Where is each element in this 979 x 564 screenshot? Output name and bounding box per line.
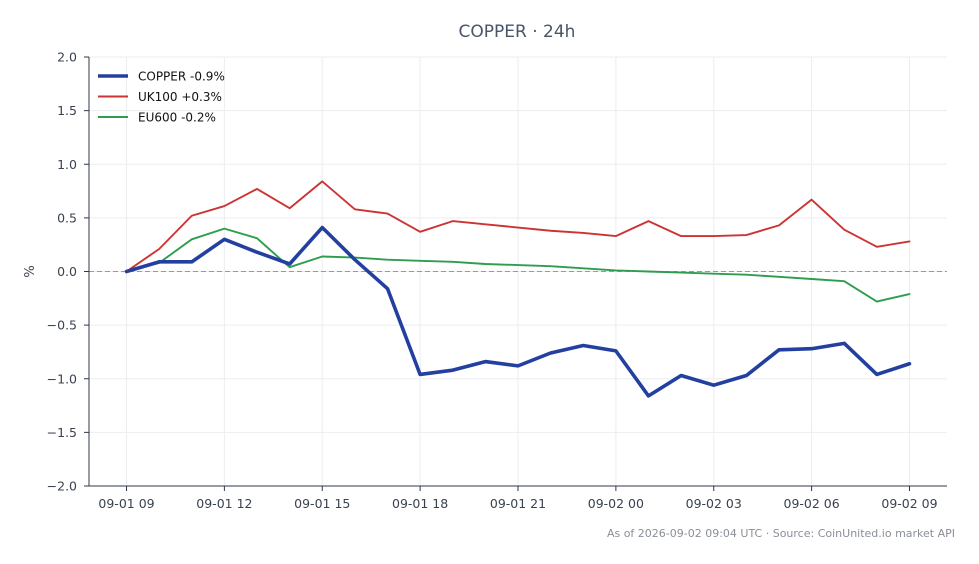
legend-label-uk100: UK100 +0.3% [138,90,222,104]
y-tick-label: 1.5 [57,103,77,118]
y-tick-label: −1.0 [47,371,77,386]
y-tick-label: 2.0 [57,50,77,65]
series-line-copper [124,225,912,398]
x-tick-label: 09-01 12 [196,496,252,511]
x-tick-label: 09-02 00 [588,496,644,511]
y-tick-label: 1.0 [57,157,77,172]
x-tick-label: 09-01 18 [392,496,448,511]
source-footnote: As of 2026-09-02 09:04 UTC · Source: Coi… [607,527,955,540]
y-tick-label: −1.5 [47,425,77,440]
series-lines [124,180,912,398]
legend: COPPER -0.9% UK100 +0.3% EU600 -0.2% [98,69,225,124]
y-tick-label: 0.0 [57,264,77,279]
y-tick-label: −2.0 [47,479,77,494]
series-line-uk100 [125,180,911,273]
x-tick-label: 09-02 09 [881,496,937,511]
chart-title: COPPER · 24h [459,22,576,42]
x-tick-label: 09-01 15 [294,496,350,511]
y-axis-label: % [23,265,38,277]
y-tick-label: −0.5 [47,318,77,333]
series-line-eu600 [125,227,911,303]
x-axis-ticks: 09-01 09 09-01 12 09-01 15 09-01 18 09-01 21… [98,486,938,511]
y-tick-label: 0.5 [57,210,77,225]
x-tick-label: 09-02 06 [784,496,840,511]
x-tick-label: 09-01 09 [98,496,154,511]
x-tick-label: 09-02 03 [686,496,742,511]
y-axis-ticks: 2.0 1.5 1.0 0.5 0.0 −0.5 −1.0 −1.5 −2.0 [47,50,89,494]
legend-label-eu600: EU600 -0.2% [138,110,216,124]
legend-label-copper: COPPER -0.9% [138,69,225,83]
x-tick-label: 09-01 21 [490,496,546,511]
